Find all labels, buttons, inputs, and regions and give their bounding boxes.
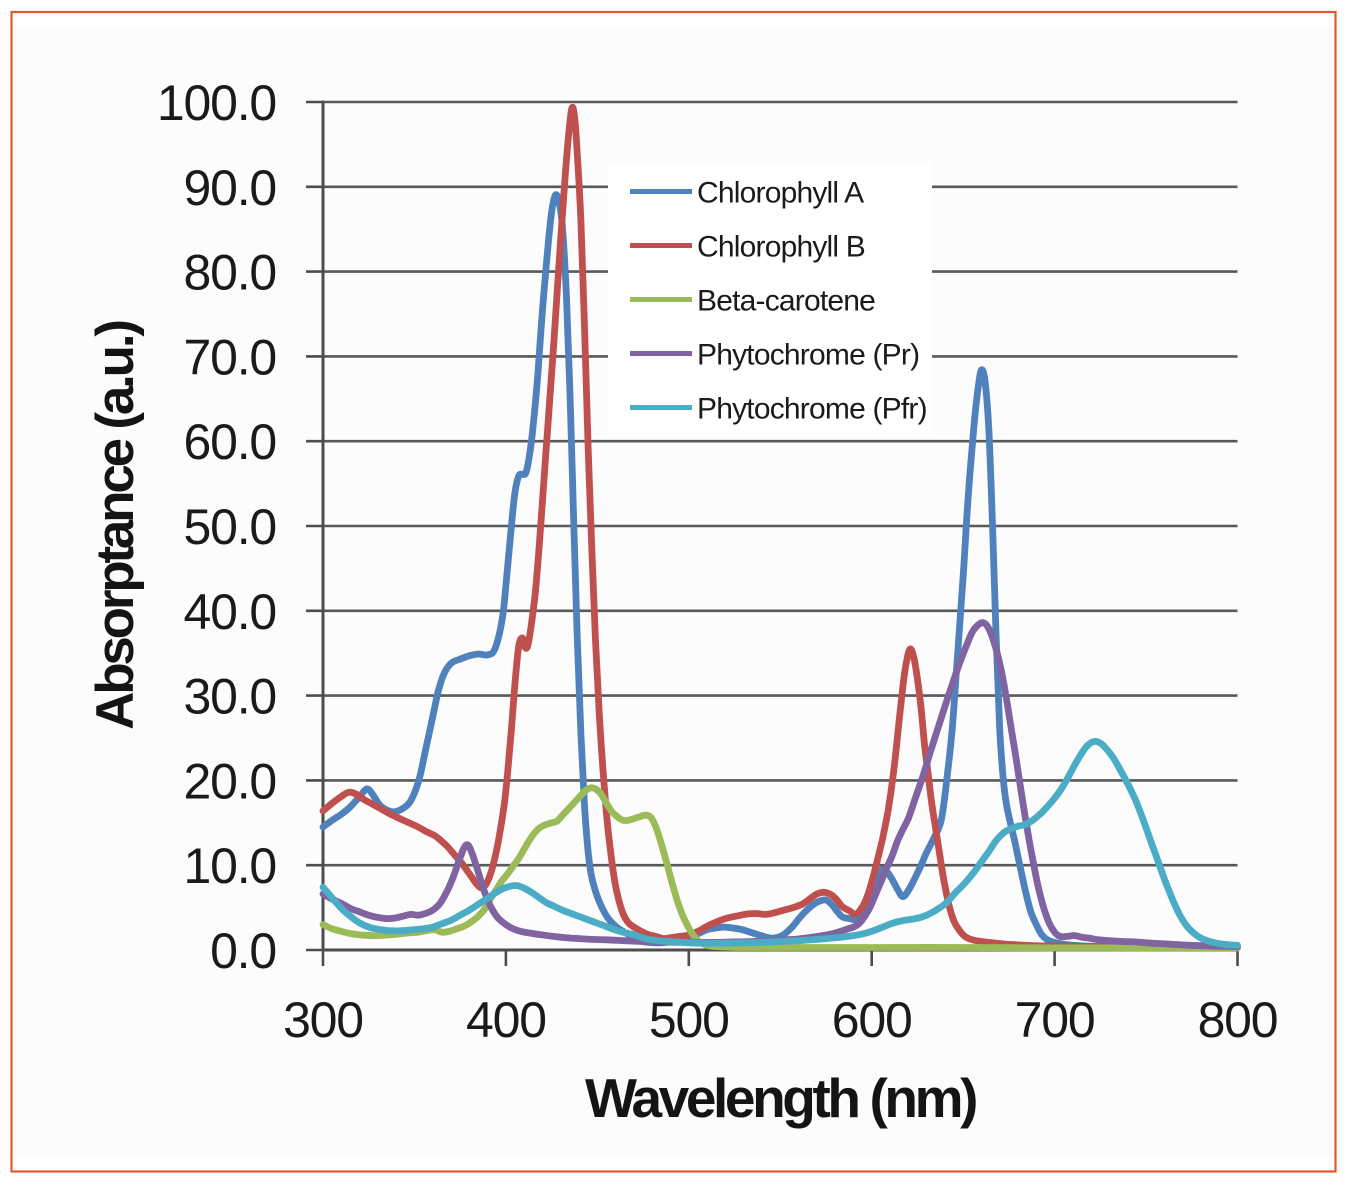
svg-text:Chlorophyll B: Chlorophyll B <box>697 231 865 264</box>
svg-text:80.0: 80.0 <box>183 245 276 301</box>
svg-text:600: 600 <box>832 992 912 1048</box>
svg-text:40.0: 40.0 <box>183 584 276 640</box>
svg-text:700: 700 <box>1015 992 1095 1048</box>
svg-text:20.0: 20.0 <box>183 753 276 809</box>
svg-text:800: 800 <box>1198 992 1278 1048</box>
svg-text:50.0: 50.0 <box>183 499 276 555</box>
svg-text:Chlorophyll A: Chlorophyll A <box>697 177 864 210</box>
svg-text:Wavelength (nm): Wavelength (nm) <box>585 1067 976 1129</box>
svg-text:100.0: 100.0 <box>157 75 276 131</box>
svg-text:400: 400 <box>466 992 546 1048</box>
svg-text:70.0: 70.0 <box>183 329 276 385</box>
svg-text:60.0: 60.0 <box>183 414 276 470</box>
svg-text:10.0: 10.0 <box>183 838 276 894</box>
svg-text:Absorptance (a.u.): Absorptance (a.u.) <box>86 321 145 730</box>
svg-text:Beta-carotene: Beta-carotene <box>697 285 875 318</box>
svg-text:500: 500 <box>649 992 729 1048</box>
svg-text:0.0: 0.0 <box>210 923 276 979</box>
svg-text:300: 300 <box>283 992 363 1048</box>
svg-text:Phytochrome (Pr): Phytochrome (Pr) <box>697 339 919 372</box>
svg-text:Phytochrome (Pfr): Phytochrome (Pfr) <box>697 393 927 426</box>
svg-text:90.0: 90.0 <box>183 160 276 216</box>
svg-text:30.0: 30.0 <box>183 669 276 725</box>
